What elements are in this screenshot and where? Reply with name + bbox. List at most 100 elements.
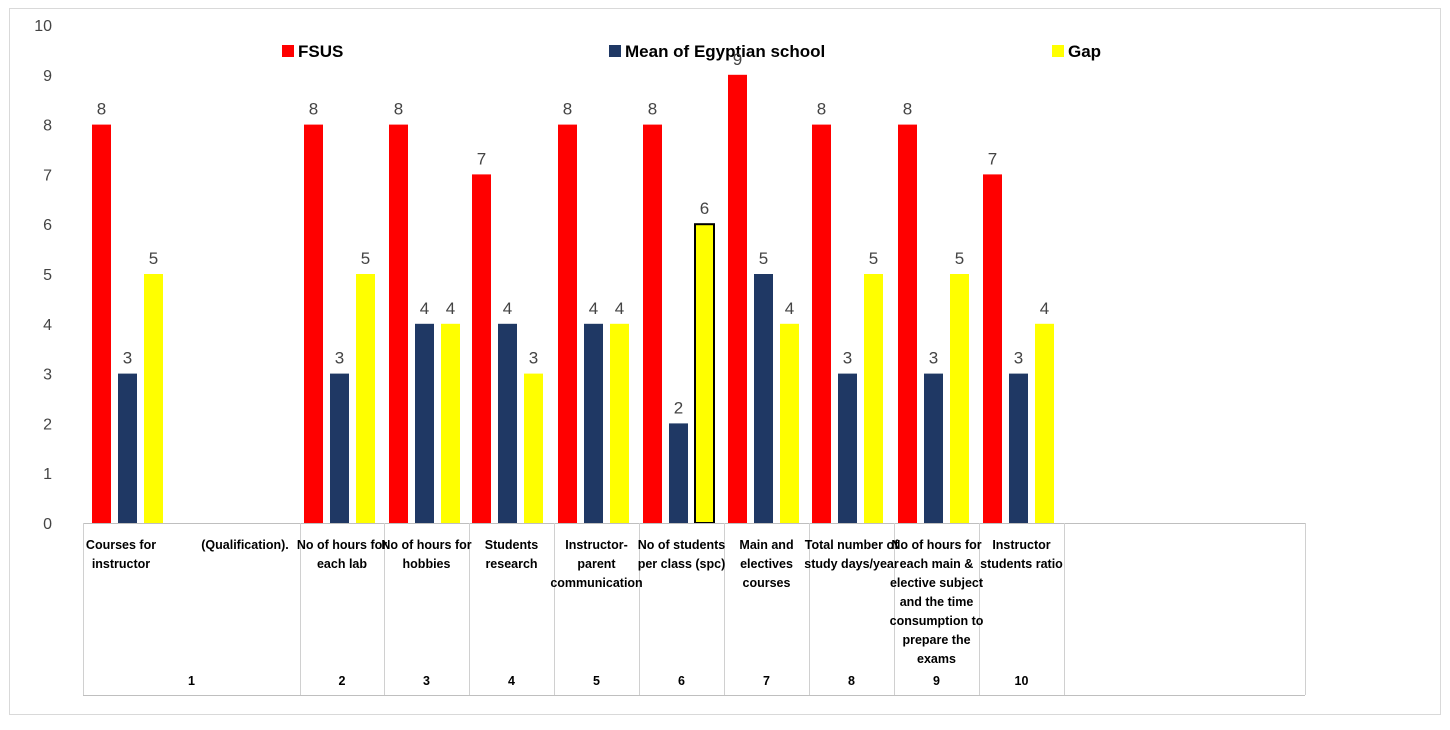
data-label: 8	[903, 100, 912, 119]
category-label-line: study days/year	[804, 557, 899, 571]
bar	[610, 323, 629, 523]
category-label-line: Instructor	[992, 538, 1050, 552]
category-index-label: 4	[508, 674, 515, 688]
data-label: 3	[123, 349, 132, 368]
bar	[754, 274, 773, 523]
data-label: 3	[843, 349, 852, 368]
bar	[356, 274, 375, 523]
data-label: 8	[97, 100, 106, 119]
bar	[643, 124, 662, 523]
category-label-line: courses	[743, 576, 791, 590]
category-label-line: Students	[485, 538, 539, 552]
data-label: 5	[759, 249, 768, 268]
category-index-label: 3	[423, 674, 430, 688]
category-label-line: No of hours for	[381, 538, 471, 552]
bar	[812, 124, 831, 523]
category-index-label: 7	[763, 674, 770, 688]
category-label-line: Courses for	[86, 538, 156, 552]
y-tick-label: 7	[43, 167, 52, 184]
data-label: 2	[674, 398, 683, 417]
y-tick-label: 2	[43, 416, 52, 433]
legend-swatch	[282, 45, 294, 57]
bar	[92, 124, 111, 523]
category-label-line: each main &	[900, 557, 974, 571]
category-label-line: Main and	[739, 538, 793, 552]
bar	[898, 124, 917, 523]
y-tick-label: 8	[43, 118, 52, 135]
chart-border	[9, 8, 1441, 715]
legend-swatch	[609, 45, 621, 57]
y-tick-label: 1	[43, 466, 52, 483]
bar	[1009, 373, 1028, 523]
data-label: 4	[589, 299, 598, 318]
category-index-label: 6	[678, 674, 685, 688]
bar	[950, 274, 969, 523]
data-label: 5	[361, 249, 370, 268]
data-label: 8	[648, 100, 657, 119]
data-label: 5	[869, 249, 878, 268]
data-label: 8	[394, 100, 403, 119]
category-label-line: prepare the	[902, 633, 970, 647]
bar	[694, 223, 715, 524]
data-label: 3	[529, 349, 538, 368]
category-label-extra: (Qualification).	[201, 538, 289, 552]
data-label: 3	[929, 349, 938, 368]
category-label-line: each lab	[317, 557, 367, 571]
legend-swatch	[1052, 45, 1064, 57]
data-label: 5	[149, 249, 158, 268]
legend-label: Gap	[1068, 42, 1101, 61]
category-label-line: students ratio	[980, 557, 1063, 571]
data-label: 4	[1040, 299, 1049, 318]
bar	[838, 373, 857, 523]
y-axis: 0 1 2 3 4 5 6 7 8 9 10	[34, 18, 52, 533]
bar	[472, 174, 491, 523]
y-tick-label: 5	[43, 267, 52, 284]
data-label: 4	[503, 299, 512, 318]
category-index-label: 5	[593, 674, 600, 688]
data-label: 7	[477, 149, 486, 168]
data-label: 4	[785, 299, 794, 318]
bar	[524, 373, 543, 523]
category-index-label: 10	[1015, 674, 1029, 688]
category-label-line: consumption to	[890, 614, 984, 628]
y-tick-label: 4	[43, 317, 52, 334]
legend-label: Mean of Egyptian school	[625, 42, 825, 61]
bar	[780, 323, 799, 523]
category-label-line: communication	[550, 576, 642, 590]
y-tick-label: 3	[43, 367, 52, 384]
bar	[441, 323, 460, 523]
bar	[498, 323, 517, 523]
category-label-line: electives	[740, 557, 793, 571]
category-table: Courses for instructor (Qualification). 1 No…	[83, 523, 1306, 696]
category-label-line: hobbies	[403, 557, 451, 571]
data-label: 9	[733, 50, 742, 69]
bar	[415, 323, 434, 523]
data-label: 8	[309, 100, 318, 119]
data-label: 4	[615, 299, 624, 318]
category-label-line: exams	[917, 652, 956, 666]
data-label: 4	[420, 299, 429, 318]
category-index-label: 8	[848, 674, 855, 688]
data-label: 8	[563, 100, 572, 119]
bar	[389, 124, 408, 523]
category-label-line: No of hours for	[297, 538, 387, 552]
data-label: 6	[700, 199, 709, 218]
data-label: 5	[955, 249, 964, 268]
y-tick-label: 0	[43, 516, 52, 533]
bar	[983, 174, 1002, 523]
category-index-label: 2	[339, 674, 346, 688]
category-label-line: No of hours for	[891, 538, 981, 552]
bar	[669, 423, 688, 523]
bar	[864, 274, 883, 523]
category-label-line: and the time	[900, 595, 974, 609]
category-label-line: elective subject	[890, 576, 984, 590]
data-label: 8	[817, 100, 826, 119]
category-label-line: No of students	[638, 538, 726, 552]
y-tick-label: 6	[43, 217, 52, 234]
category-label-line: instructor	[92, 557, 150, 571]
legend-label: FSUS	[298, 42, 343, 61]
data-label: 3	[335, 349, 344, 368]
bar	[1035, 323, 1054, 523]
